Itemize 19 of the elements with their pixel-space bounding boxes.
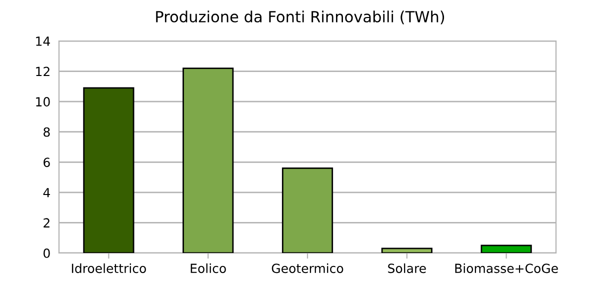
y-tick-label: 10 — [36, 97, 50, 106]
chart-title: Produzione da Fonti Rinnovabili (TWh) — [156, 10, 444, 24]
bar — [182, 68, 234, 253]
y-tick-label: 12 — [36, 66, 50, 76]
y-tick-label: 4 — [43, 188, 50, 198]
x-tick-label: Solare — [388, 263, 426, 274]
y-tick-label: 2 — [44, 218, 50, 228]
x-tick-label: Idroelettrico — [72, 263, 146, 274]
x-tick-label: Eolico — [190, 263, 226, 274]
bar — [480, 244, 532, 253]
bar — [282, 168, 334, 253]
bar — [381, 248, 432, 253]
y-tick-label: 14 — [36, 36, 50, 46]
x-tick-label: Biomasse+CoGe — [455, 263, 558, 274]
x-tick-label: Geotermico — [272, 263, 344, 274]
y-tick-label: 6 — [44, 158, 50, 168]
y-tick-label: 8 — [44, 127, 50, 137]
y-tick-label: 0 — [44, 248, 50, 258]
bar — [83, 87, 134, 253]
